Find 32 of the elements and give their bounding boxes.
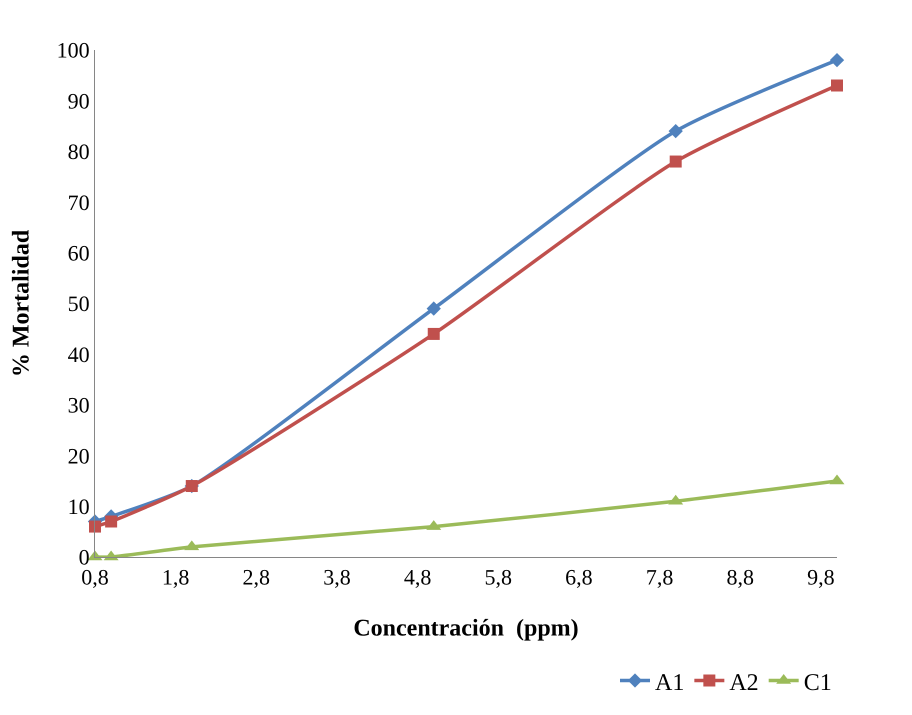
point <box>428 328 440 340</box>
x-axis-title: Concentración (ppm) <box>353 616 579 642</box>
x-tick-label: 3,8 <box>323 564 351 590</box>
y-tick-label: 80 <box>68 139 90 164</box>
point <box>831 79 843 92</box>
x-tick-label: 6,8 <box>565 564 593 590</box>
x-tick-label: 8,8 <box>726 564 754 590</box>
x-tick-label: 4,8 <box>404 564 432 590</box>
point <box>89 520 101 533</box>
point <box>426 301 441 316</box>
y-tick-label: 100 <box>56 38 90 63</box>
y-tick-label: 40 <box>68 342 90 367</box>
x-tick-label: 7,8 <box>646 564 674 590</box>
y-tick-label: 70 <box>68 190 90 215</box>
point <box>105 516 118 528</box>
x-tick-label: 2,8 <box>242 564 270 590</box>
y-tick-label: 20 <box>68 443 90 468</box>
point <box>668 124 683 138</box>
point <box>830 52 844 68</box>
y-tick-label: 90 <box>68 88 90 114</box>
x-tick-label: 5,8 <box>484 564 512 590</box>
x-tick-label: 1,8 <box>162 564 190 590</box>
x-tick-label: 9,8 <box>807 564 835 590</box>
y-tick-label: 60 <box>68 240 90 266</box>
legend-label: C1 <box>804 670 832 696</box>
legend-label: A1 <box>655 670 684 696</box>
y-tick-label: 50 <box>68 291 90 316</box>
point <box>670 156 682 168</box>
y-axis-title: % Mortalidad <box>8 229 35 378</box>
legend-label: A2 <box>729 670 759 696</box>
y-tick-label: 10 <box>68 494 90 519</box>
y-tick-label: 30 <box>68 392 90 418</box>
